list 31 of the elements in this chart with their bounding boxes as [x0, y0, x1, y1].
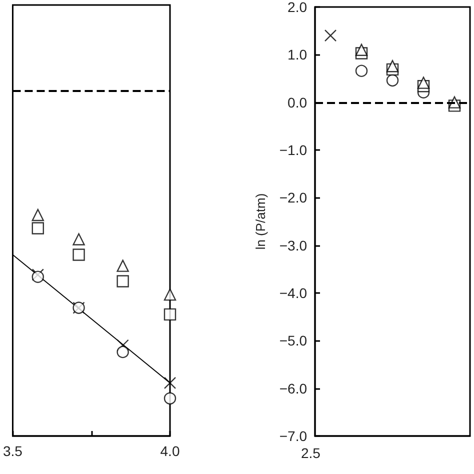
y-tick-label: −6.0: [279, 380, 308, 396]
y-tick-label: −5.0: [279, 332, 308, 349]
x-tick-label: 3.5: [2, 443, 23, 459]
point: [355, 44, 368, 56]
point: [164, 392, 176, 405]
y-tick-label: −1.0: [279, 142, 308, 158]
y-tick-label: 0.0: [288, 94, 308, 110]
point: [32, 222, 44, 234]
point: [386, 74, 399, 87]
y-axis-title: ln (P/atm): [253, 193, 268, 250]
point: [355, 64, 368, 77]
point: [324, 30, 337, 42]
point: [116, 275, 129, 288]
point: [164, 288, 176, 301]
point: [417, 76, 430, 89]
point: [72, 248, 85, 261]
point: [72, 233, 85, 246]
point: [32, 208, 44, 222]
x-tick-label: 4.0: [160, 443, 180, 459]
y-tick-label: 1.0: [288, 46, 308, 63]
point: [116, 260, 129, 272]
point: [164, 376, 176, 390]
y-tick-label: 2.0: [288, 0, 308, 15]
y-tick-label: −7.0: [279, 428, 308, 444]
text: 2.5: [301, 445, 321, 461]
y-tick-label: −3.0: [279, 237, 308, 254]
y-tick-label: −2.0: [279, 190, 308, 206]
y-tick-label: −4.0: [279, 285, 308, 301]
point: [116, 346, 129, 358]
point: [386, 60, 399, 72]
point: [164, 308, 176, 321]
